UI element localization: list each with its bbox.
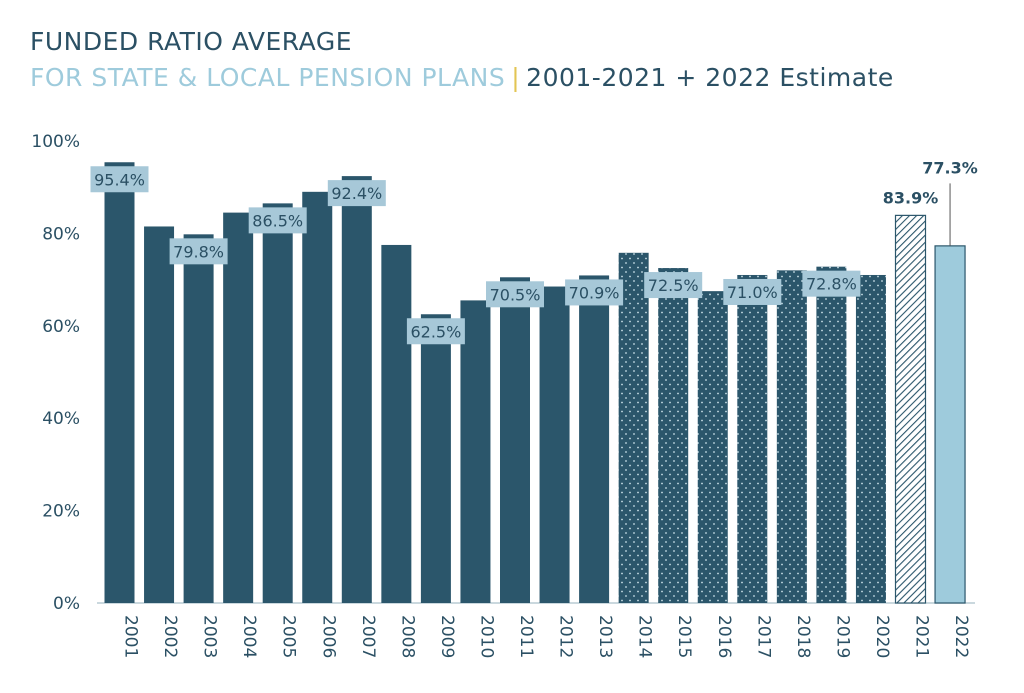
bar-2022: [934, 245, 966, 604]
value-label: 79.8%: [173, 242, 224, 261]
x-tick-label: 2015: [674, 615, 694, 658]
value-label-box: [565, 279, 624, 306]
x-tick-label: 2018: [793, 615, 813, 658]
x-tick-label: 2011: [516, 615, 536, 658]
value-label-box: [723, 278, 782, 305]
value-label-box: [327, 180, 386, 207]
subtitle-plans: FOR STATE & LOCAL PENSION PLANS: [30, 63, 506, 92]
value-label-box: [486, 281, 544, 308]
x-tick-label: 2014: [635, 615, 655, 658]
bar-2020: [855, 274, 886, 603]
x-tick-label: 2002: [160, 615, 180, 658]
value-label: 95.4%: [94, 170, 145, 189]
value-label-box: [169, 238, 228, 265]
subtitle-separator: |: [511, 63, 521, 92]
bar-2002: [144, 226, 175, 603]
x-tick-label: 2022: [951, 615, 971, 658]
bar-2014: [618, 252, 649, 603]
y-tick-label: 80%: [42, 224, 80, 244]
x-tick-label: 2020: [872, 615, 892, 658]
value-label: 92.4%: [331, 184, 382, 203]
value-label-box: [802, 270, 861, 297]
value-label-box: [90, 166, 149, 193]
x-tick-label: 2012: [556, 615, 576, 658]
y-tick-label: 40%: [42, 409, 80, 429]
value-label-box: [406, 318, 465, 345]
bar-2012: [539, 286, 570, 603]
x-tick-label: 2007: [358, 615, 378, 658]
value-label: 72.5%: [648, 276, 699, 295]
bar-2009: [420, 314, 451, 603]
x-axis-labels: 2001 2002 2003 2004 2005 2006 2007 2008 2009 2010…: [121, 615, 972, 658]
value-label: 86.5%: [252, 211, 303, 230]
value-label: 83.9%: [883, 188, 939, 207]
y-tick-label: 20%: [42, 502, 80, 522]
x-tick-label: 2003: [200, 615, 220, 658]
y-tick-label: 60%: [42, 317, 80, 337]
subtitle-years: 2001-2021 + 2022 Estimate: [526, 63, 894, 92]
y-tick-label: 100%: [31, 132, 80, 152]
bar-2011: [500, 277, 530, 603]
value-label-box: [248, 207, 307, 234]
bars: [104, 162, 966, 604]
value-label-box: [644, 272, 703, 299]
x-tick-label: 2016: [714, 615, 734, 658]
value-label: 72.8%: [806, 275, 857, 294]
value-label: 71.0%: [727, 283, 778, 302]
x-tick-label: 2017: [753, 615, 773, 658]
bar-2008: [381, 244, 412, 603]
x-tick-label: 2005: [279, 615, 299, 658]
bar-2019: [816, 266, 847, 603]
bar-2006: [302, 191, 333, 603]
bar-2001: [104, 162, 135, 603]
chart-subtitle: FOR STATE & LOCAL PENSION PLANS | 2001-202…: [30, 63, 894, 92]
y-axis: 0% 20% 40% 60% 80% 100%: [31, 132, 80, 614]
y-tick-label: 0%: [53, 594, 80, 614]
bar-2010: [460, 300, 491, 603]
value-label: 62.5%: [410, 322, 461, 341]
bar-2007: [341, 176, 372, 603]
x-tick-label: 2006: [318, 615, 338, 658]
x-tick-label: 2004: [239, 615, 259, 658]
value-label: 70.9%: [569, 283, 620, 302]
x-tick-label: 2019: [832, 615, 852, 658]
x-tick-label: 2008: [397, 615, 417, 658]
bar-2021: [894, 214, 927, 604]
bar-2003: [183, 234, 214, 603]
x-tick-label: 2021: [912, 615, 932, 658]
bar-2004: [223, 212, 254, 604]
bar-2013: [579, 275, 610, 603]
x-tick-label: 2013: [595, 615, 615, 658]
value-label: 77.3%: [922, 158, 978, 177]
value-label: 70.5%: [490, 285, 541, 304]
bar-2005: [262, 203, 293, 603]
x-tick-label: 2009: [437, 615, 457, 658]
value-labels: 95.4% 79.8% 86.5% 92.4% 62.5% 70.5% 70.9% 72.5%…: [90, 158, 978, 345]
bar-2018: [776, 270, 807, 603]
x-tick-label: 2001: [121, 615, 141, 658]
bar-2016: [697, 291, 728, 603]
bar-2017: [737, 274, 768, 603]
bar-2015: [658, 268, 689, 603]
x-tick-label: 2010: [476, 615, 496, 658]
chart-title: FUNDED RATIO AVERAGE: [30, 27, 352, 56]
